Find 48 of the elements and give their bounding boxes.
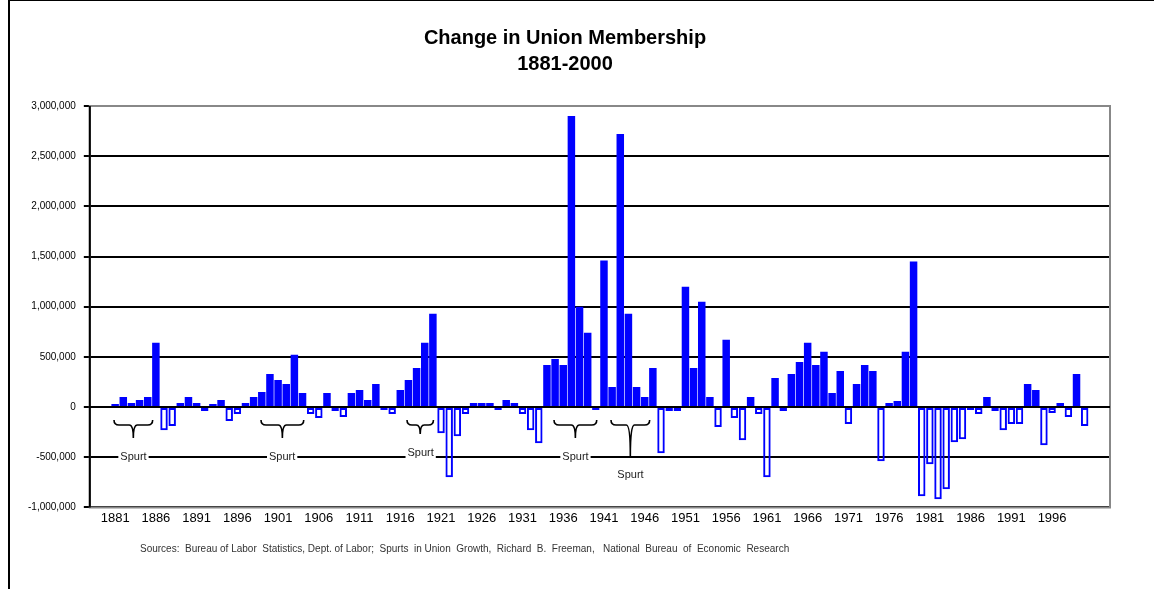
bar: [746, 397, 755, 407]
annotation: Spurt: [617, 468, 644, 481]
x-tick-label: 1981: [915, 509, 945, 525]
x-tick-label: 1906: [304, 509, 334, 525]
annotation: Spurt: [562, 450, 589, 463]
x-tick-label: 1926: [467, 509, 497, 525]
x-tick-label: 1966: [793, 509, 823, 525]
y-tick-label: -1,000,000: [27, 501, 77, 513]
y-tick-label: 2,500,000: [31, 149, 77, 161]
x-tick-label: 1896: [222, 509, 252, 525]
y-tick-label: -500,000: [36, 450, 77, 462]
chart-subtitle: 1881-2000: [517, 51, 613, 74]
x-tick-label: 1911: [345, 509, 374, 525]
x-tick-label: 1901: [263, 509, 293, 525]
x-tick-label: 1921: [426, 509, 456, 525]
annotation: Spurt: [120, 450, 147, 463]
x-tick-label: 1916: [385, 509, 415, 525]
y-tick-label: 1,500,000: [31, 250, 77, 262]
bar: [323, 393, 331, 407]
y-tick-label: 0: [70, 400, 77, 412]
y-tick-label: 500,000: [39, 350, 77, 362]
x-tick-label: 1891: [182, 509, 212, 525]
bar: [1056, 403, 1064, 407]
x-tick-label: 1986: [956, 509, 986, 525]
annotation: Spurt: [407, 446, 434, 459]
annotation: Spurt: [269, 450, 296, 463]
chart-title: Change in Union Membership: [423, 25, 707, 48]
y-tick-label: 3,000,000: [31, 99, 77, 111]
x-tick-label: 1956: [711, 509, 741, 525]
x-tick-label: 1881: [100, 509, 130, 525]
y-tick-label: 2,000,000: [31, 200, 77, 212]
x-tick-label: 1961: [752, 509, 782, 525]
x-tick-label: 1996: [1037, 509, 1067, 525]
x-tick-label: 1931: [508, 509, 537, 525]
x-tick-label: 1971: [833, 509, 863, 525]
y-tick-label: 1,000,000: [31, 300, 77, 312]
x-tick-label: 1936: [548, 509, 578, 525]
x-tick-label: 1951: [670, 509, 700, 525]
bar: [771, 377, 779, 407]
x-tick-label: 1886: [141, 509, 171, 525]
bar: [1072, 373, 1081, 407]
x-tick-label: 1991: [996, 509, 1026, 525]
x-tick-label: 1976: [874, 509, 904, 525]
bar: [983, 397, 991, 407]
x-tick-label: 1941: [589, 509, 619, 525]
x-tick-label: 1946: [630, 509, 660, 525]
source-note: Sources: Bureau of Labor Statistics, Dept. of Labor; Spurts in Union Growth, Richard B. Freeman, National Bureau of Economic Research: [140, 542, 790, 554]
bar: [722, 339, 730, 407]
